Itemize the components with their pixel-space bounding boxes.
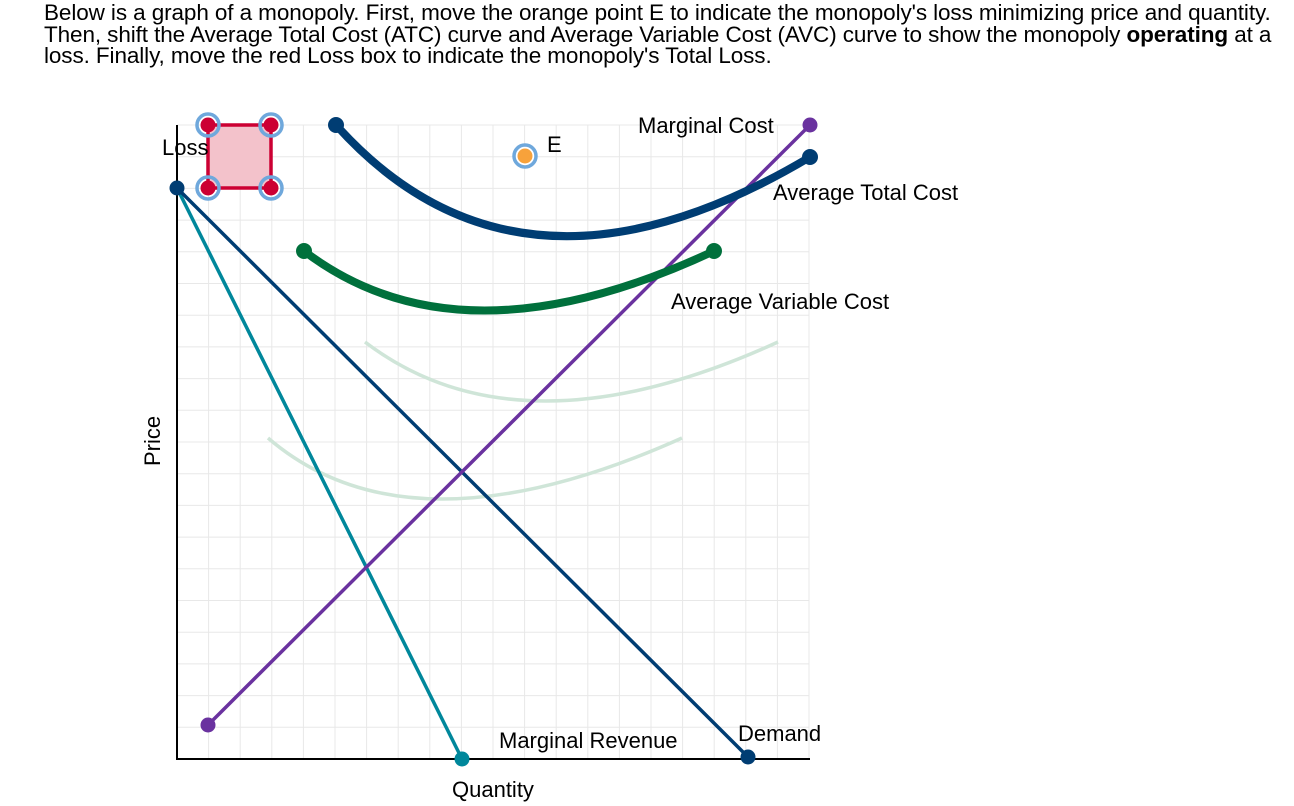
instructions-bold-word: operating — [1126, 21, 1229, 47]
point-e[interactable] — [512, 143, 538, 169]
marginal-revenue-curve[interactable] — [175, 187, 470, 767]
marginal-cost-curve[interactable] — [200, 117, 818, 733]
demand-start-handle[interactable] — [169, 180, 185, 196]
average-total-cost-curve[interactable] — [328, 117, 818, 241]
marginal-revenue-label: Marginal Revenue — [499, 728, 678, 753]
loss-corner-top-right[interactable] — [258, 112, 284, 138]
marginal-cost-label: Marginal Cost — [638, 113, 774, 138]
ghost-atc-curve — [363, 340, 779, 403]
instructions-text-2: at a loss. Finally, move the red Loss bo… — [44, 21, 1272, 68]
atc-start-handle[interactable] — [328, 117, 344, 133]
atc-end-handle[interactable] — [802, 149, 818, 165]
demand-label: Demand — [738, 721, 821, 746]
loss-box-label: Loss — [162, 135, 208, 160]
instructions-text-1: Below is a graph of a monopoly. First, m… — [44, 0, 1271, 47]
average-variable-cost-label: Average Variable Cost — [671, 289, 889, 314]
loss-corner-top-left[interactable] — [195, 112, 221, 138]
x-axis-label: Quantity — [452, 777, 534, 802]
demand-end-handle[interactable] — [740, 749, 756, 765]
avc-end-handle[interactable] — [706, 243, 722, 259]
average-total-cost-label: Average Total Cost — [773, 180, 958, 205]
point-e-label: E — [547, 132, 562, 157]
avc-start-handle[interactable] — [296, 243, 312, 259]
ghost-avc-curve — [266, 436, 683, 501]
instructions: Below is a graph of a monopoly. First, m… — [44, 0, 1284, 68]
loss-corner-bottom-left[interactable] — [195, 175, 221, 201]
y-axis-label: Price — [140, 416, 165, 466]
mc-end-handle[interactable] — [802, 117, 818, 133]
mr-end-handle[interactable] — [454, 751, 470, 767]
loss-box[interactable] — [195, 112, 284, 201]
loss-corner-bottom-right[interactable] — [258, 175, 284, 201]
mc-start-handle[interactable] — [200, 717, 216, 733]
average-variable-cost-curve[interactable] — [296, 243, 722, 315]
